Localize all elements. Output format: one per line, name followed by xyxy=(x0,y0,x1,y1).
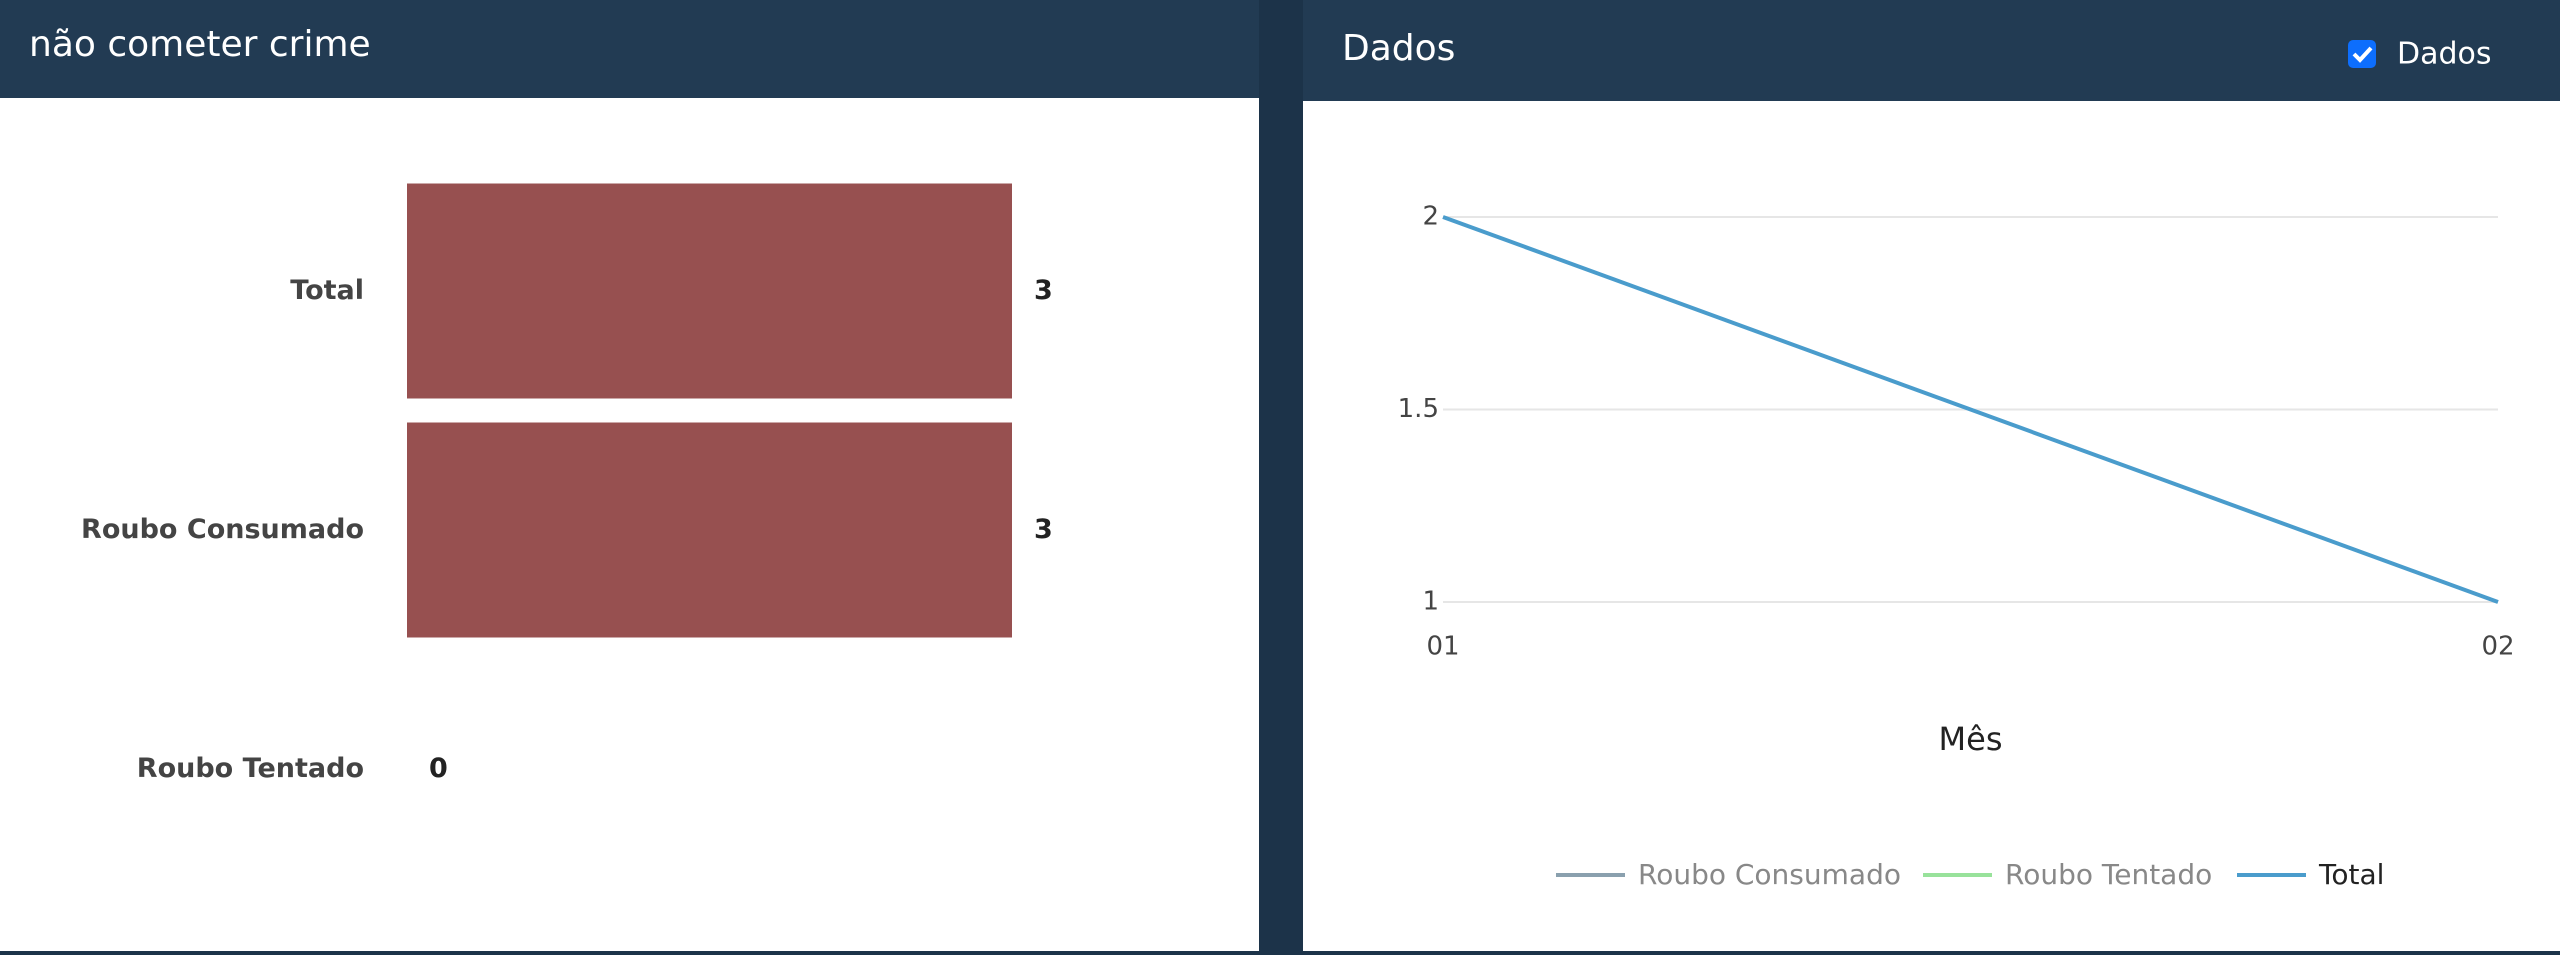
legend-label[interactable]: Total xyxy=(2318,858,2384,891)
checkbox[interactable]: Dados xyxy=(2348,37,2492,72)
value-label: 3 xyxy=(1034,514,1053,545)
legend-label[interactable]: Roubo Consumado xyxy=(1638,858,1901,891)
checkbox-label[interactable]: Dados xyxy=(2397,37,2492,72)
right-panel-title: Dados xyxy=(1342,28,1455,69)
value-label: 3 xyxy=(1034,275,1053,306)
legend-label[interactable]: Roubo Tentado xyxy=(2005,858,2212,891)
y-tick-label: 2 xyxy=(1422,202,1439,232)
category-label: Total xyxy=(290,275,364,306)
value-label: 0 xyxy=(429,753,448,784)
y-tick-label: 1 xyxy=(1422,587,1439,617)
checkbox-box[interactable] xyxy=(2348,40,2376,68)
x-tick-label: 01 xyxy=(1426,632,1459,662)
bar xyxy=(407,183,1012,399)
x-tick-label: 02 xyxy=(2481,632,2514,662)
left-panel-title: não cometer crime xyxy=(29,24,371,65)
right-panel xyxy=(1303,0,2560,951)
category-label: Roubo Consumado xyxy=(81,514,364,545)
left-panel-header xyxy=(0,0,1259,98)
x-axis-label: Mês xyxy=(1939,720,2003,758)
y-tick-label: 1.5 xyxy=(1398,394,1439,424)
category-label: Roubo Tentado xyxy=(137,753,364,784)
checkbox-check xyxy=(2352,46,2373,63)
series-line xyxy=(1442,215,2499,604)
bar xyxy=(407,422,1012,638)
